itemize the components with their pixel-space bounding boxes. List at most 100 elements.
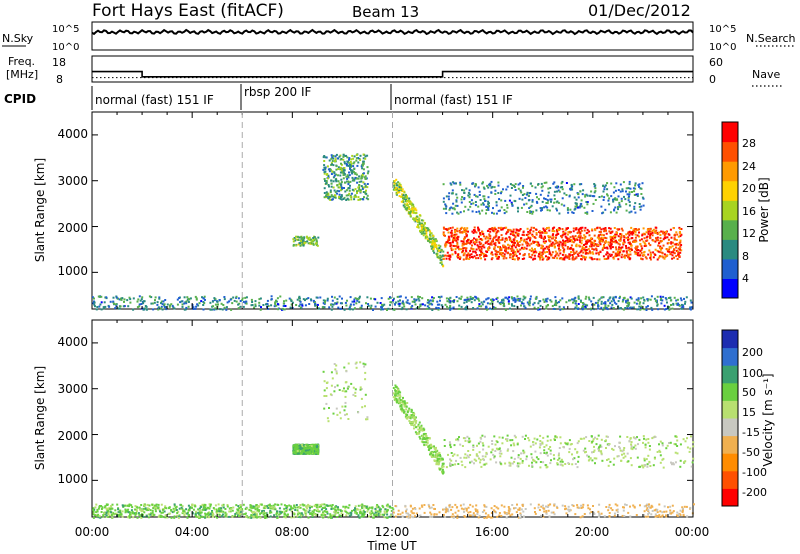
data-pixel (481, 303, 484, 306)
data-pixel (108, 305, 111, 308)
data-pixel (573, 299, 576, 302)
data-pixel (585, 193, 588, 196)
data-pixel (618, 297, 621, 300)
colorbar-segment (722, 141, 738, 162)
data-pixel (624, 198, 627, 201)
data-pixel (186, 512, 189, 515)
data-pixel (631, 233, 634, 236)
data-pixel (633, 301, 636, 304)
data-pixel (107, 511, 110, 514)
data-pixel (224, 511, 227, 514)
data-pixel (356, 177, 358, 180)
data-pixel (658, 255, 661, 258)
data-pixel (461, 196, 464, 198)
data-pixel (92, 296, 94, 299)
data-pixel (659, 240, 662, 242)
data-pixel (603, 306, 606, 309)
data-pixel (606, 247, 609, 250)
data-pixel (525, 241, 528, 244)
data-pixel (610, 300, 613, 303)
data-pixel (537, 198, 540, 201)
data-pixel (651, 505, 654, 508)
data-pixel (493, 247, 496, 250)
data-pixel (429, 515, 432, 518)
data-pixel (618, 251, 621, 254)
data-pixel (609, 227, 612, 230)
data-pixel (503, 253, 506, 256)
data-pixel (630, 297, 633, 300)
data-pixel (323, 196, 326, 199)
data-pixel (516, 232, 519, 235)
data-pixel (319, 296, 322, 299)
data-pixel (569, 240, 571, 243)
data-pixel (418, 296, 421, 298)
data-pixel (642, 302, 645, 305)
data-pixel (597, 251, 600, 254)
data-pixel (398, 182, 401, 185)
data-pixel (497, 226, 500, 229)
data-pixel (469, 511, 472, 513)
data-pixel (504, 512, 507, 515)
data-pixel (434, 238, 437, 241)
data-pixel (606, 188, 609, 191)
data-pixel (628, 234, 631, 237)
data-pixel (425, 227, 428, 229)
data-pixel (550, 300, 553, 303)
data-pixel (526, 244, 529, 247)
data-pixel (563, 256, 566, 259)
data-pixel (590, 257, 593, 260)
data-pixel (614, 206, 617, 209)
data-pixel (571, 211, 574, 214)
data-pixel (581, 226, 584, 229)
data-pixel (102, 514, 105, 517)
data-pixel (275, 304, 278, 307)
data-pixel (447, 198, 450, 201)
data-pixel (563, 192, 566, 195)
data-pixel (480, 252, 483, 255)
data-pixel (461, 244, 464, 247)
data-pixel (259, 503, 262, 506)
data-pixel (680, 299, 683, 302)
data-pixel (554, 302, 557, 305)
data-pixel (486, 302, 489, 305)
data-pixel (93, 301, 96, 304)
data-pixel (533, 240, 536, 243)
data-pixel (651, 229, 654, 232)
data-pixel (364, 157, 367, 160)
data-pixel (194, 505, 197, 508)
data-pixel (217, 503, 220, 506)
data-pixel (614, 503, 617, 506)
data-pixel (99, 303, 102, 306)
data-pixel (395, 192, 398, 195)
data-pixel (348, 157, 351, 160)
data-pixel (358, 184, 361, 186)
data-pixel (499, 249, 502, 252)
data-pixel (444, 511, 447, 514)
data-pixel (483, 246, 486, 249)
data-pixel (570, 183, 573, 186)
data-pixel (677, 247, 680, 250)
data-pixel (545, 231, 548, 234)
data-pixel (610, 306, 613, 309)
data-pixel (314, 237, 317, 240)
data-pixel (252, 511, 255, 514)
data-pixel (669, 299, 672, 302)
data-pixel (341, 389, 344, 392)
data-pixel (162, 300, 165, 303)
data-pixel (551, 305, 554, 307)
data-pixel (283, 308, 286, 311)
data-pixel (565, 182, 568, 184)
data-pixel (524, 197, 527, 199)
data-pixel (622, 506, 624, 509)
data-pixel (615, 302, 618, 305)
data-pixel (528, 253, 531, 256)
data-pixel (475, 241, 478, 244)
data-pixel (363, 182, 366, 185)
data-pixel (449, 207, 451, 210)
data-pixel (673, 256, 675, 259)
data-pixel (539, 193, 542, 196)
data-pixel (551, 237, 554, 240)
data-pixel (324, 506, 327, 509)
data-pixel (504, 296, 507, 299)
data-pixel (218, 513, 221, 516)
